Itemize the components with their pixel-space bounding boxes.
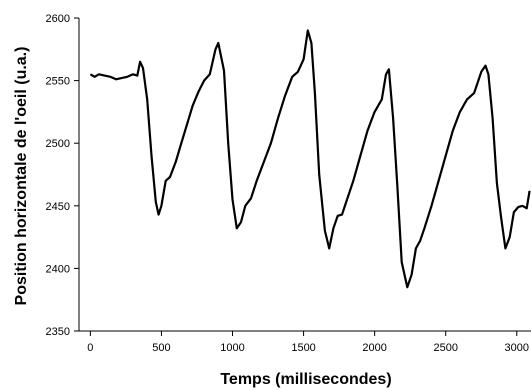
y-tick-label: 2350	[46, 326, 70, 338]
x-tick-label: 2000	[362, 342, 386, 354]
y-tick-label: 2450	[46, 201, 70, 213]
x-tick-label: 1000	[220, 342, 244, 354]
y-axis-ticks: 2350 2400 2450 2500 2550 2600	[46, 13, 79, 338]
x-tick-label: 500	[152, 342, 170, 354]
y-tick-label: 2600	[46, 13, 70, 25]
x-axis-title: Temps (millisecondes)	[220, 371, 391, 388]
y-tick-label: 2550	[46, 76, 70, 88]
y-axis-title: Position horizontale de l'oeil (u.a.)	[13, 47, 30, 306]
x-tick-label: 1500	[291, 342, 315, 354]
x-tick-label: 2500	[433, 342, 457, 354]
x-tick-label: 0	[87, 342, 93, 354]
y-tick-label: 2400	[46, 263, 70, 275]
x-axis-ticks: 0 500 1000 1500 2000 2500 3000	[87, 331, 529, 354]
eye-position-line	[89, 29, 531, 289]
y-tick-label: 2500	[46, 138, 70, 150]
x-tick-label: 3000	[505, 342, 529, 354]
